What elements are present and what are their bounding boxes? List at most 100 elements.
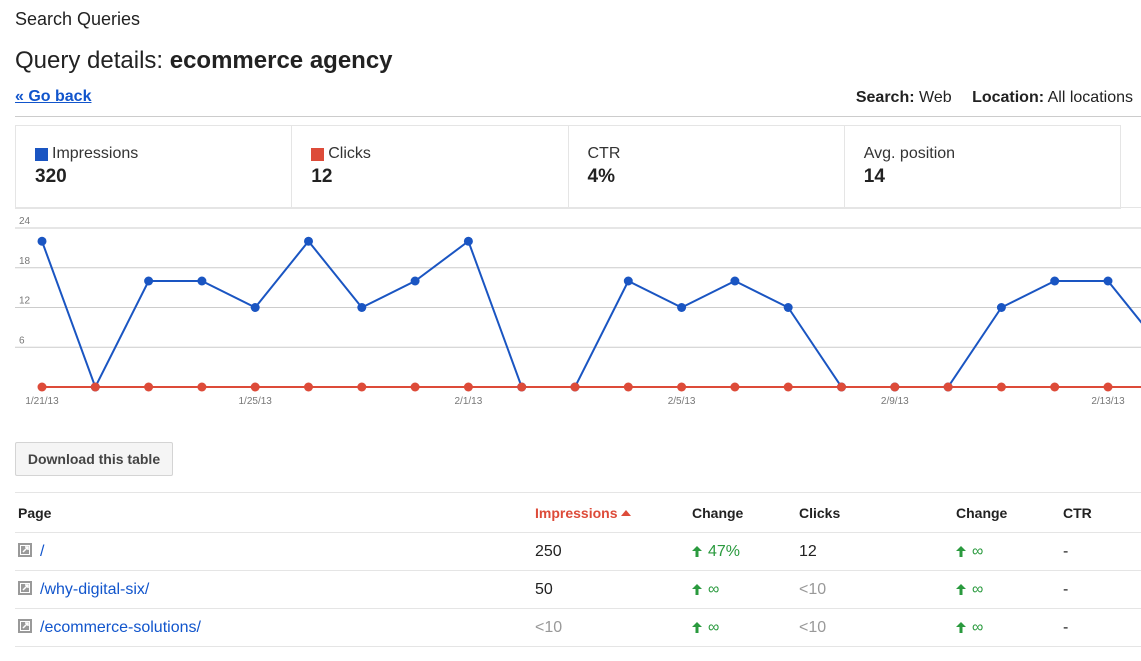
data-point-impressions (783, 303, 793, 312)
y-tick-label: 24 (19, 216, 31, 227)
metric-value: 4% (587, 166, 615, 187)
sort-ascending-icon (621, 509, 632, 516)
data-point-impressions (357, 303, 367, 312)
data-point-clicks (410, 382, 420, 392)
col-clicks[interactable]: Clicks (799, 492, 956, 533)
line-chart: 6 12 18 24 1/21/13 1/25/13 2/1/13 2/5/13 2/9/13 2… (15, 207, 1141, 407)
data-point-impressions (304, 236, 313, 246)
cell-change-clicks: ∞ (956, 532, 1063, 571)
change-value: ∞ (972, 542, 984, 560)
arrow-up-icon (692, 545, 702, 557)
page-title: Query details: ecommerce agency (15, 47, 393, 75)
arrow-up-icon (956, 621, 966, 633)
arrow-up-icon (692, 583, 702, 595)
data-point-clicks (1103, 382, 1113, 392)
metric-label: Avg. position (863, 145, 956, 162)
data-point-clicks (463, 382, 473, 392)
search-filter-value[interactable]: Web (919, 89, 952, 106)
search-filter-label: Search: (855, 89, 915, 106)
metric-label: Clicks (328, 145, 371, 162)
change-value: ∞ (972, 618, 984, 636)
data-point-clicks (943, 382, 953, 392)
data-point-clicks (890, 382, 900, 392)
external-link-icon[interactable] (18, 542, 32, 557)
location-filter-value[interactable]: All locations (1047, 89, 1133, 106)
y-tick-label: 18 (19, 256, 31, 267)
cell-page: /why-digital-six/ (15, 570, 535, 609)
location-filter-label: Location: (972, 89, 1045, 106)
data-point-clicks (783, 382, 793, 392)
x-tick-label: 2/5/13 (668, 396, 696, 407)
col-impressions[interactable]: Impressions (535, 492, 692, 533)
metric-value: 14 (863, 166, 885, 187)
impressions-swatch (35, 147, 48, 161)
data-point-impressions (623, 276, 633, 286)
data-point-impressions (250, 303, 260, 312)
cell-change-clicks: ∞ (956, 608, 1063, 647)
x-tick-label: 2/1/13 (454, 396, 482, 407)
cell-ctr: - (1063, 570, 1141, 609)
query-name: ecommerce agency (169, 47, 393, 74)
x-tick-label: 1/21/13 (25, 396, 59, 407)
data-point-impressions (197, 276, 207, 286)
y-tick-label: 12 (19, 296, 31, 307)
metric-ctr[interactable]: CTR 4% (569, 126, 845, 208)
cell-impressions: 250 (535, 532, 692, 571)
title-prefix: Query details: (15, 47, 170, 74)
metric-impressions[interactable]: Impressions 320 (16, 126, 293, 208)
change-value: 47% (708, 542, 741, 560)
arrow-up-icon (956, 583, 966, 595)
metric-value: 320 (35, 166, 67, 187)
data-point-impressions (1050, 276, 1060, 286)
page-link[interactable]: / (40, 542, 45, 560)
col-change[interactable]: Change (692, 492, 799, 533)
metrics-panel: Impressions 320 Clicks 12 CTR 4% Avg. po… (15, 125, 1121, 209)
col-change-clicks[interactable]: Change (956, 492, 1063, 533)
metric-label: CTR (587, 145, 621, 162)
data-point-clicks (250, 382, 260, 392)
data-point-clicks (677, 382, 687, 392)
cell-clicks: <10 (799, 608, 956, 647)
cell-page: / (15, 532, 535, 571)
external-link-icon[interactable] (18, 618, 32, 633)
metric-clicks[interactable]: Clicks 12 (292, 126, 569, 208)
cell-change: 47% (692, 532, 799, 571)
cell-clicks: <10 (799, 570, 956, 609)
data-point-clicks (517, 382, 527, 392)
data-point-clicks (197, 382, 207, 392)
table-row: / 250 47% 12 ∞ - (15, 532, 1141, 571)
cell-ctr: - (1063, 608, 1141, 647)
go-back-link[interactable]: « Go back (15, 88, 92, 105)
arrow-up-icon (956, 545, 966, 557)
y-tick-label: 6 (19, 335, 25, 346)
page-link[interactable]: /ecommerce-solutions/ (40, 618, 201, 636)
change-value: ∞ (708, 618, 720, 636)
pages-table: Page Impressions Change Clicks Change CT… (15, 492, 1141, 647)
cell-change: ∞ (692, 570, 799, 609)
data-point-clicks (996, 382, 1006, 392)
col-page[interactable]: Page (15, 492, 535, 533)
table-row: /ecommerce-solutions/ <10 ∞ <10 ∞ - (15, 608, 1141, 647)
data-point-clicks (37, 382, 47, 392)
page-link[interactable]: /why-digital-six/ (40, 580, 150, 598)
data-point-clicks (730, 382, 740, 392)
cell-ctr: - (1063, 532, 1141, 571)
x-tick-label: 1/25/13 (239, 396, 273, 407)
col-impressions-label: Impressions (535, 504, 618, 521)
filters-bar: Search: Web Location: All locations (856, 89, 1133, 107)
table-row: /why-digital-six/50 ∞ <10 ∞ - (15, 570, 1141, 609)
col-ctr[interactable]: CTR (1063, 492, 1141, 533)
metric-value: 12 (311, 166, 333, 187)
data-point-impressions (463, 236, 473, 246)
divider (15, 116, 1141, 117)
external-link-icon[interactable] (18, 580, 32, 595)
cell-page: /ecommerce-solutions/ (15, 608, 535, 647)
download-table-button[interactable]: Download this table (15, 442, 173, 476)
data-point-impressions (730, 276, 740, 286)
cell-change: ∞ (692, 608, 799, 647)
data-point-impressions (996, 303, 1006, 312)
data-point-clicks (357, 382, 367, 392)
data-point-impressions (677, 303, 687, 312)
table-header-row: Page Impressions Change Clicks Change CT… (15, 492, 1141, 533)
metric-avg-position[interactable]: Avg. position 14 (845, 126, 1120, 208)
